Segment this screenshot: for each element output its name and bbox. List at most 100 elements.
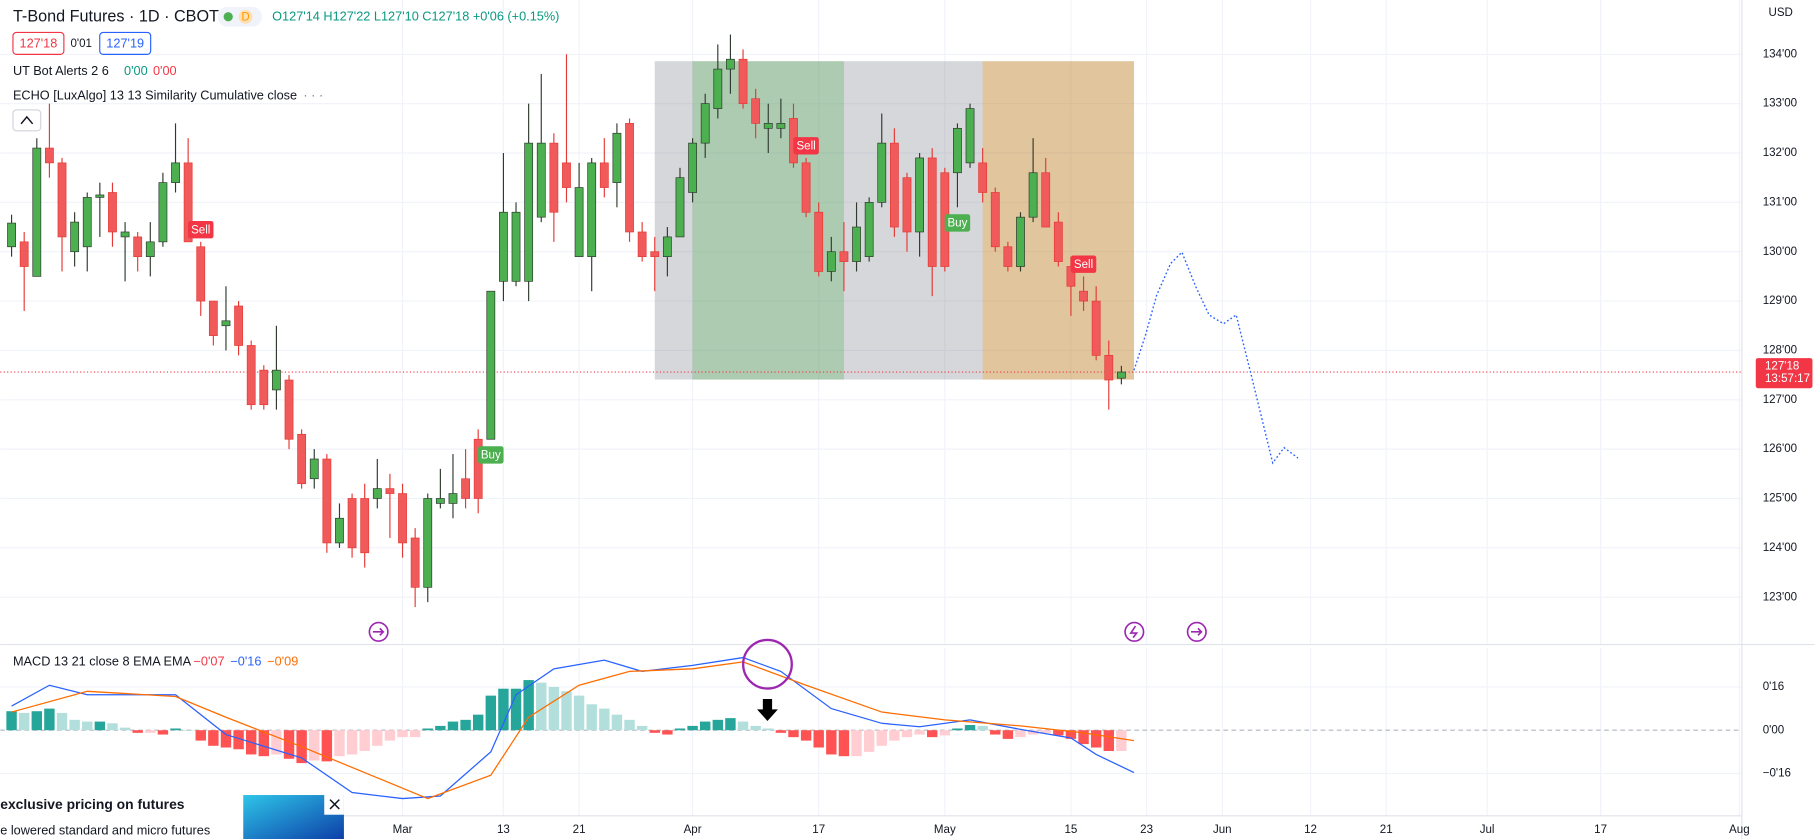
histogram-bar xyxy=(18,712,30,731)
histogram-bar xyxy=(523,680,534,731)
ask-box[interactable] xyxy=(99,31,152,55)
candle-body xyxy=(1053,221,1063,262)
badge xyxy=(238,9,253,24)
y-tick-label: 132'00 xyxy=(1763,147,1797,159)
histogram-bar xyxy=(649,730,660,733)
histogram-bar xyxy=(334,730,345,757)
candle-body xyxy=(814,211,824,272)
candle-body xyxy=(574,187,584,257)
candle-body xyxy=(864,202,874,257)
histogram-bar xyxy=(208,730,219,746)
histogram-bar xyxy=(901,730,913,738)
histogram-bar xyxy=(170,728,181,731)
indicator-name: UT Bot Alerts 2 6 xyxy=(13,63,109,78)
histogram-bar xyxy=(939,730,951,736)
candle-body xyxy=(435,498,445,504)
x-tick-label: Jul xyxy=(1480,824,1495,836)
histogram-bar xyxy=(599,708,610,731)
candle-body xyxy=(57,162,67,238)
candle-body xyxy=(7,222,16,248)
spread: 0'01 xyxy=(70,38,92,50)
candle-body xyxy=(1104,355,1114,381)
candle-body xyxy=(524,142,534,282)
candle-body xyxy=(461,478,470,499)
signal-label: Sell xyxy=(1074,259,1093,271)
candle-body xyxy=(45,147,54,164)
candle-body xyxy=(309,458,319,480)
candle-body xyxy=(221,320,231,327)
histogram-bar xyxy=(309,730,320,761)
candle-body xyxy=(839,251,849,262)
histogram-bar xyxy=(271,730,282,755)
histogram-bar xyxy=(107,723,118,731)
ohlc: O127'14 H127'22 L127'10 C127'18 +0'06 (+… xyxy=(272,9,559,24)
candle-body xyxy=(1003,246,1013,267)
icon-glyph xyxy=(1191,627,1203,636)
histogram-bar xyxy=(397,730,408,738)
x-tick-label: 17 xyxy=(1594,824,1607,836)
market-status xyxy=(223,12,233,22)
candle-body xyxy=(70,221,80,253)
y-tick-label: 131'00 xyxy=(1763,196,1797,208)
candle-body xyxy=(511,211,521,282)
signal-badge xyxy=(793,137,819,155)
candle-body xyxy=(662,236,672,257)
banner[interactable] xyxy=(0,791,244,839)
indicator-value: 0'00 xyxy=(153,63,177,78)
macd-legend-value: −0'07 xyxy=(193,653,224,668)
x-tick-label: May xyxy=(934,824,956,836)
histogram-bar xyxy=(283,730,295,759)
collapse-button[interactable] xyxy=(12,109,42,132)
histogram-bar xyxy=(990,730,1001,735)
histogram-bar xyxy=(1065,730,1077,739)
candle-body xyxy=(801,162,811,213)
indicator-menu[interactable]: · · · xyxy=(303,87,323,102)
banner-text: e lowered standard and micro futures xyxy=(0,822,210,837)
macd-title: MACD 13 21 close 8 EMA EMA xyxy=(13,653,192,668)
collapse-icon xyxy=(20,115,34,125)
event-icon[interactable] xyxy=(368,621,389,642)
signal-label: Sell xyxy=(191,224,210,236)
candle-body xyxy=(738,58,748,104)
signal-label: Buy xyxy=(481,450,501,462)
candle-body xyxy=(776,123,786,129)
histogram-bar xyxy=(485,695,497,731)
macd-line xyxy=(11,661,1135,800)
histogram-bar xyxy=(548,686,560,731)
candle-body xyxy=(536,142,546,218)
x-tick-label: Aug xyxy=(1729,824,1750,836)
candle-body xyxy=(297,433,307,485)
x-tick-label: 15 xyxy=(1065,824,1078,836)
bid-box[interactable] xyxy=(12,31,65,55)
forecast-line xyxy=(1133,250,1299,465)
candle-body xyxy=(108,192,117,233)
histogram-bar xyxy=(687,725,698,731)
histogram-bar xyxy=(233,730,244,750)
price-label: 127'18 xyxy=(1765,360,1799,372)
candle-body xyxy=(953,127,962,174)
y-tick-label: 129'00 xyxy=(1763,295,1797,307)
candle-body xyxy=(1091,300,1101,356)
event-icon[interactable] xyxy=(1124,621,1145,642)
candle-body xyxy=(486,290,496,440)
histogram-bar xyxy=(460,719,471,731)
histogram-bar xyxy=(372,730,383,746)
candle-body xyxy=(423,498,433,588)
histogram-bar xyxy=(813,730,824,748)
candle-body xyxy=(196,246,206,302)
histogram-bar xyxy=(145,730,156,733)
histogram-bar xyxy=(775,730,787,733)
histogram-bar xyxy=(69,719,80,731)
histogram-bar xyxy=(788,730,799,738)
currency[interactable]: USD xyxy=(1768,7,1792,19)
candle-body xyxy=(19,241,29,267)
event-icon[interactable] xyxy=(1186,621,1207,642)
histogram-bar xyxy=(220,730,232,748)
macd-line xyxy=(11,656,1135,800)
histogram-bar xyxy=(1078,730,1089,745)
histogram-bar xyxy=(346,730,358,755)
histogram-bar xyxy=(636,725,648,731)
candle-body xyxy=(473,438,483,499)
